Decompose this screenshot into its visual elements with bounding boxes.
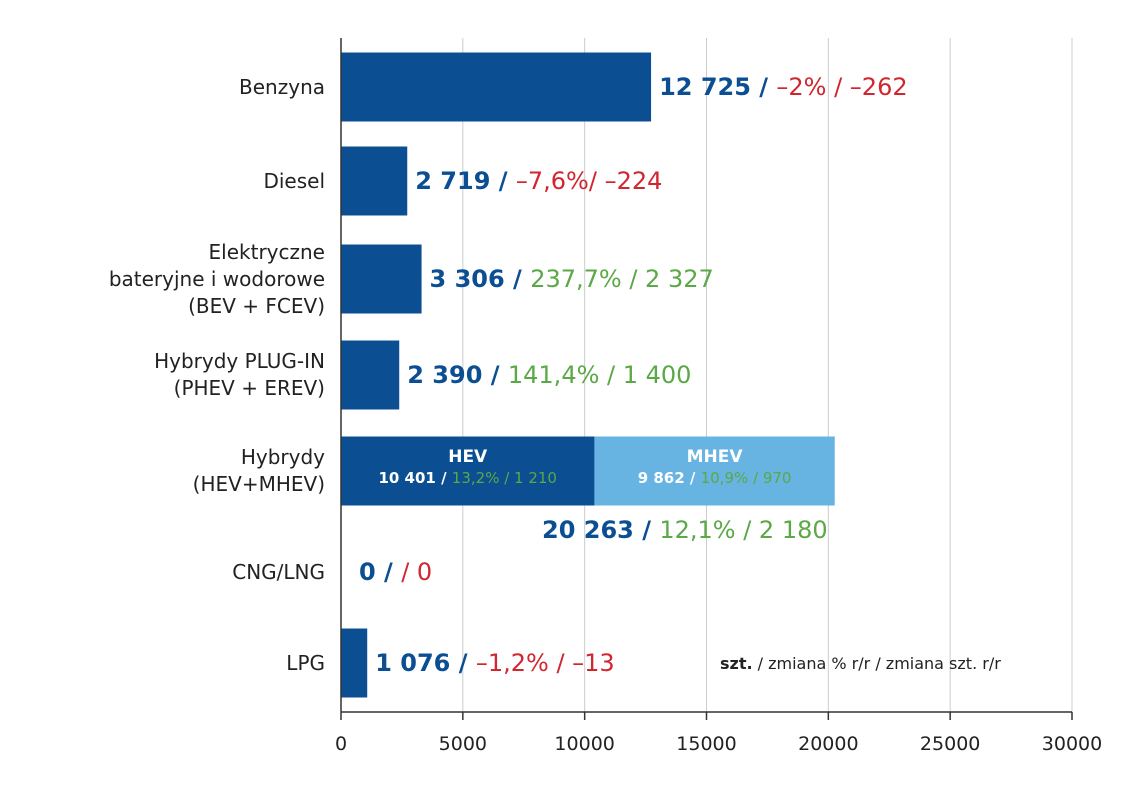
category-label: CNG/LNG bbox=[232, 559, 325, 584]
value-label-part: 13,2% / 1 210 bbox=[451, 469, 557, 487]
value-label-part: 1 076 / bbox=[375, 649, 476, 677]
value-label-part: 10 401 / bbox=[378, 469, 452, 487]
bar bbox=[341, 52, 652, 122]
segment-label: HEV 10 401 / 13,2% / 1 210 bbox=[341, 447, 594, 489]
value-label: 20 263 / 12,1% / 2 180 bbox=[542, 515, 828, 545]
legend-unit: szt. bbox=[720, 654, 753, 673]
legend-text: / zmiana % r/r / zmiana szt. r/r bbox=[752, 654, 1001, 673]
x-tick-label: 25000 bbox=[919, 733, 981, 755]
value-label: 3 306 / 237,7% / 2 327 bbox=[430, 264, 714, 294]
x-tick-label: 30000 bbox=[1041, 733, 1103, 755]
value-label-part: 2 390 / bbox=[407, 361, 508, 389]
value-label-part: 2 719 / bbox=[415, 167, 516, 195]
bar bbox=[341, 340, 400, 410]
value-label-part: –1,2% / –13 bbox=[475, 649, 615, 677]
category-label: LPG bbox=[286, 650, 325, 675]
value-label-part: 141,4% / 1 400 bbox=[507, 361, 692, 389]
value-label: 2 390 / 141,4% / 1 400 bbox=[407, 360, 691, 390]
x-tick-label: 20000 bbox=[798, 733, 859, 755]
value-label-part: 10,9% / 970 bbox=[700, 469, 792, 487]
category-label: Benzyna bbox=[239, 74, 325, 99]
value-label-part: 9 862 / bbox=[637, 469, 701, 487]
category-label: Diesel bbox=[263, 168, 325, 193]
legend-note: szt. / zmiana % r/r / zmiana szt. r/r bbox=[720, 654, 1001, 673]
value-label: 12 725 / –2% / –262 bbox=[659, 72, 908, 102]
segment-name: HEV bbox=[448, 447, 488, 467]
value-label-part: 12,1% / 2 180 bbox=[659, 516, 828, 544]
bar-segment-mhev bbox=[594, 436, 835, 506]
category-label: Hybrydy PLUG-IN (PHEV + EREV) bbox=[154, 349, 325, 400]
value-label-part: –2% / –262 bbox=[776, 73, 908, 101]
bar bbox=[341, 244, 422, 314]
bar bbox=[341, 146, 408, 216]
value-label-part: –7,6%/ –224 bbox=[515, 167, 663, 195]
bar-segment-hev bbox=[341, 436, 595, 506]
x-tick-label: 5000 bbox=[438, 733, 488, 755]
value-label-part: 12 725 / bbox=[659, 73, 777, 101]
value-label: 1 076 / –1,2% / –13 bbox=[375, 648, 615, 678]
segment-label: MHEV 9 862 / 10,9% / 970 bbox=[594, 447, 834, 489]
segment-value: 9 862 / 10,9% / 970 bbox=[594, 468, 834, 489]
x-tick-label: 15000 bbox=[676, 733, 737, 755]
category-label: Elektryczne bateryjne i wodorowe (BEV + … bbox=[108, 239, 325, 318]
segment-value: 10 401 / 13,2% / 1 210 bbox=[341, 468, 594, 489]
value-label-part: 3 306 / bbox=[429, 265, 531, 293]
value-label-part: 0 / bbox=[359, 558, 402, 586]
value-label: 2 719 / –7,6%/ –224 bbox=[415, 166, 662, 196]
value-label: 0 / / 0 bbox=[359, 557, 432, 587]
value-label-part: / 0 bbox=[401, 558, 433, 586]
value-label-part: 237,7% / 2 327 bbox=[530, 265, 714, 293]
value-label-part: 20 263 / bbox=[542, 516, 660, 544]
x-tick-label: 0 bbox=[334, 733, 348, 755]
x-tick-label: 10000 bbox=[554, 733, 615, 755]
category-label: Hybrydy (HEV+MHEV) bbox=[192, 445, 325, 496]
bar bbox=[341, 628, 368, 698]
segment-name: MHEV bbox=[686, 447, 743, 467]
